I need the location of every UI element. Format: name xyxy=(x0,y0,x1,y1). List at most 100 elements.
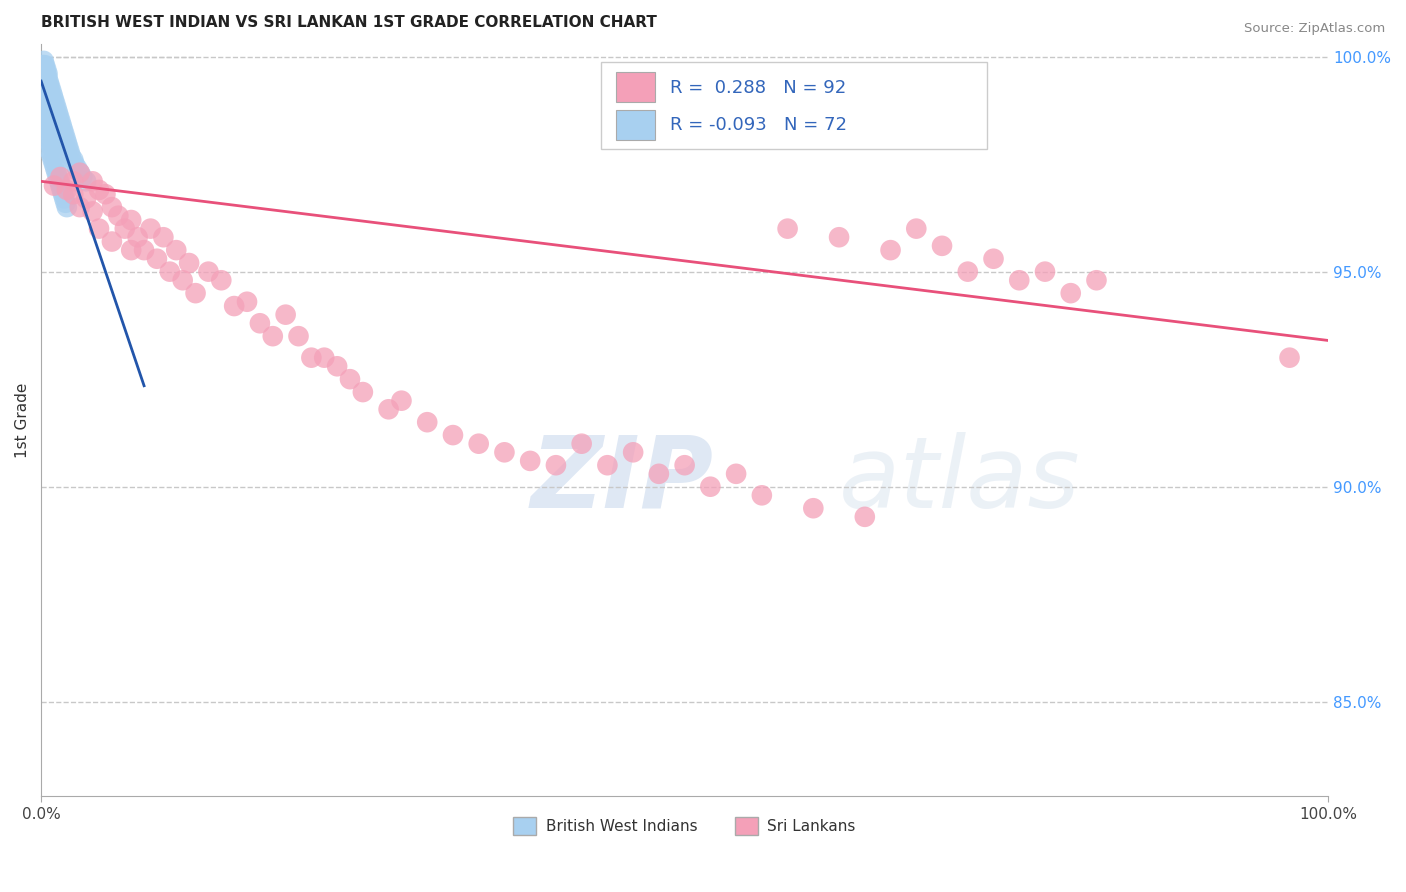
Point xyxy=(152,230,174,244)
Point xyxy=(46,105,69,120)
Point xyxy=(45,110,67,124)
Text: Source: ZipAtlas.com: Source: ZipAtlas.com xyxy=(1244,22,1385,36)
Point xyxy=(56,200,79,214)
Point xyxy=(69,200,91,214)
Point xyxy=(56,140,79,154)
Point xyxy=(51,183,73,197)
Point xyxy=(37,101,59,115)
Point xyxy=(53,192,76,206)
Point xyxy=(725,467,748,481)
Point xyxy=(35,93,58,107)
Point xyxy=(776,221,799,235)
Point xyxy=(38,88,60,103)
Point xyxy=(66,161,89,176)
Point xyxy=(32,67,55,81)
Point xyxy=(82,174,104,188)
FancyBboxPatch shape xyxy=(616,71,655,102)
Y-axis label: 1st Grade: 1st Grade xyxy=(15,383,30,458)
Point xyxy=(42,157,65,171)
Point xyxy=(34,93,56,107)
Point xyxy=(51,119,73,133)
Point xyxy=(94,187,117,202)
Point xyxy=(38,122,60,136)
Point xyxy=(32,71,55,86)
Point xyxy=(209,273,232,287)
Point xyxy=(37,71,59,86)
Point xyxy=(87,183,110,197)
Point xyxy=(441,428,464,442)
Legend: British West Indians, Sri Lankans: British West Indians, Sri Lankans xyxy=(508,811,862,841)
Point xyxy=(55,195,77,210)
FancyBboxPatch shape xyxy=(600,62,987,149)
Point xyxy=(224,299,246,313)
Point xyxy=(75,192,97,206)
Point xyxy=(32,58,55,72)
Point xyxy=(32,71,55,86)
Point xyxy=(494,445,516,459)
Point xyxy=(34,71,56,86)
Point xyxy=(828,230,851,244)
Point xyxy=(32,54,55,68)
Text: atlas: atlas xyxy=(839,432,1081,529)
Point xyxy=(172,273,194,287)
Point xyxy=(1033,265,1056,279)
Point xyxy=(120,243,142,257)
Point xyxy=(339,372,361,386)
Point xyxy=(377,402,399,417)
Point xyxy=(49,178,72,193)
Point xyxy=(314,351,336,365)
Point xyxy=(44,161,66,176)
Point xyxy=(34,88,56,103)
Point xyxy=(544,458,567,473)
Point xyxy=(101,235,124,249)
Point xyxy=(956,265,979,279)
Point xyxy=(287,329,309,343)
Point xyxy=(58,145,80,159)
Point xyxy=(37,67,59,81)
Point xyxy=(75,174,97,188)
Point xyxy=(139,221,162,235)
Point xyxy=(35,88,58,103)
Point xyxy=(39,93,62,107)
Point xyxy=(107,209,129,223)
Point xyxy=(87,221,110,235)
Point xyxy=(37,110,59,124)
Point xyxy=(82,204,104,219)
Point xyxy=(931,239,953,253)
Point xyxy=(52,122,75,136)
Point xyxy=(59,148,82,162)
Point xyxy=(41,101,63,115)
Point xyxy=(32,79,55,94)
Point xyxy=(34,75,56,89)
Point xyxy=(39,88,62,103)
Point xyxy=(49,169,72,184)
Point xyxy=(48,110,70,124)
Point xyxy=(37,119,59,133)
Point xyxy=(120,213,142,227)
Text: BRITISH WEST INDIAN VS SRI LANKAN 1ST GRADE CORRELATION CHART: BRITISH WEST INDIAN VS SRI LANKAN 1ST GR… xyxy=(41,15,657,30)
Point xyxy=(159,265,181,279)
Point xyxy=(41,93,63,107)
Point xyxy=(853,509,876,524)
Point xyxy=(1060,286,1083,301)
Point xyxy=(39,127,62,141)
Point xyxy=(31,62,53,77)
Point xyxy=(48,174,70,188)
Point xyxy=(596,458,619,473)
Point xyxy=(45,101,67,115)
Point xyxy=(35,96,58,111)
Point xyxy=(63,157,86,171)
Point xyxy=(262,329,284,343)
Point xyxy=(35,105,58,120)
Point xyxy=(69,166,91,180)
Point xyxy=(42,178,65,193)
Point xyxy=(299,351,322,365)
Point xyxy=(55,131,77,145)
Point xyxy=(41,153,63,167)
Point xyxy=(571,436,593,450)
Point xyxy=(46,169,69,184)
Point xyxy=(326,359,349,374)
Point xyxy=(35,67,58,81)
Point xyxy=(1278,351,1301,365)
Point xyxy=(621,445,644,459)
